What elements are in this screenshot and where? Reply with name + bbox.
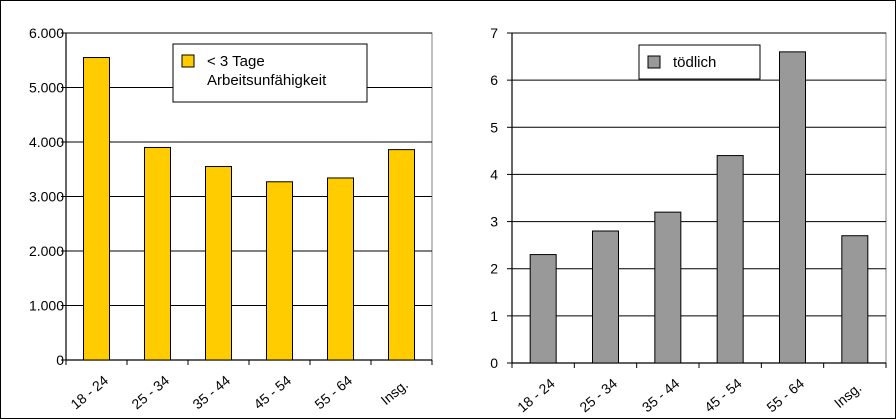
y-tick-label: 2 (490, 261, 498, 277)
bar-4 (327, 177, 354, 361)
y-tick-label: 7 (490, 25, 498, 41)
bar-0 (83, 57, 110, 361)
y-tick-label: 3 (490, 214, 498, 230)
bar-5 (388, 149, 415, 361)
legend-swatch (647, 55, 661, 69)
legend-label: tödlich (673, 54, 716, 71)
bar-5 (841, 235, 869, 364)
y-tick-label: 6 (490, 72, 498, 88)
bar-4 (779, 51, 806, 364)
y-tick-label: 3.000 (29, 189, 64, 205)
bar-1 (144, 146, 171, 361)
y-tick-label: 0 (490, 355, 498, 371)
y-tick-label: 2.000 (29, 243, 64, 259)
plot-area (511, 32, 887, 364)
y-tick-label: 0 (56, 352, 64, 368)
y-tick-label: 4 (490, 166, 498, 182)
legend-label: < 3 Tage (207, 53, 265, 70)
y-tick-label: 5.000 (29, 80, 64, 96)
legend-label: Arbeitsunfähigkeit (207, 72, 327, 89)
bar-1 (592, 230, 619, 364)
legend-swatch (181, 54, 195, 68)
legend-box (172, 43, 368, 103)
y-tick-label: 1 (490, 308, 498, 324)
bar-3 (716, 155, 744, 364)
bar-2 (205, 166, 232, 361)
bar-3 (266, 181, 293, 361)
y-tick-label: 6.000 (29, 25, 64, 41)
y-tick-label: 4.000 (29, 134, 64, 150)
y-tick-label: 5 (490, 119, 498, 135)
bar-0 (529, 254, 557, 364)
y-tick-label: 1.000 (29, 298, 64, 314)
bar-2 (654, 211, 682, 364)
